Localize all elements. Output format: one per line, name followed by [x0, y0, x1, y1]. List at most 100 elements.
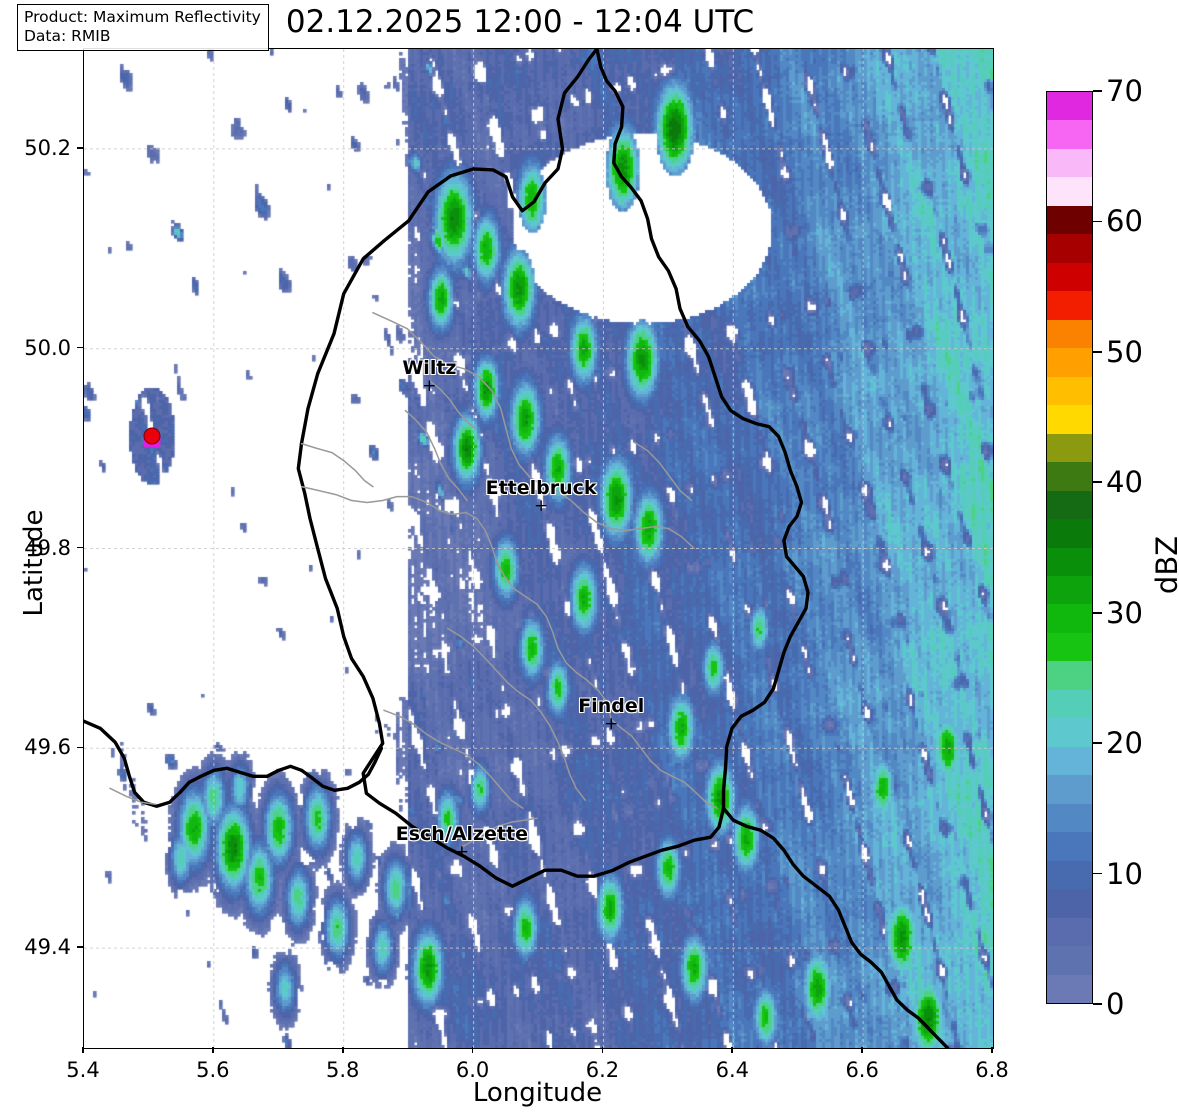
- y-tick-mark: [77, 746, 83, 749]
- internal-boundary-line: [300, 442, 374, 488]
- colorbar-band: [1047, 519, 1092, 548]
- x-tick-label: 6.8: [975, 1058, 1009, 1082]
- internal-boundary-line: [461, 817, 538, 848]
- internal-boundary-line: [540, 483, 696, 550]
- colorbar-band: [1047, 348, 1092, 377]
- colorbar-band: [1047, 632, 1092, 662]
- y-tick-mark: [77, 147, 83, 149]
- colorbar-band: [1047, 889, 1092, 918]
- internal-boundary-line: [446, 627, 586, 801]
- page-title: 02.12.2025 12:00 - 12:04 UTC: [285, 4, 755, 40]
- x-tick-label: 5.8: [326, 1058, 360, 1082]
- y-tick-mark: [77, 546, 83, 549]
- colorbar-band: [1047, 746, 1092, 776]
- colorbar-band: [1047, 319, 1092, 349]
- colorbar-tick-mark: [1093, 90, 1102, 92]
- y-tick-label: 49.8: [24, 535, 71, 560]
- colorbar-tick-mark: [1093, 872, 1102, 875]
- colorbar-band: [1047, 547, 1092, 576]
- x-tick-mark: [991, 1047, 993, 1053]
- colorbar-band: [1047, 262, 1092, 292]
- internal-boundary-line: [372, 311, 542, 486]
- x-tick-label: 6.0: [455, 1058, 490, 1082]
- colorbar-tick-label: 70: [1106, 74, 1143, 108]
- colorbar-band: [1047, 575, 1092, 605]
- x-tick-mark: [82, 1047, 84, 1053]
- colorbar-tick-mark: [1093, 220, 1102, 223]
- x-tick-label: 5.6: [196, 1058, 230, 1082]
- colorbar-tick-label: 60: [1106, 204, 1143, 239]
- colorbar-band: [1047, 433, 1092, 463]
- colorbar-tick-label: 0: [1106, 987, 1125, 1021]
- internal-boundary-line: [404, 409, 468, 502]
- colorbar-band: [1047, 291, 1092, 320]
- y-tick-label: 49.4: [24, 935, 71, 960]
- colorbar-band: [1047, 832, 1092, 861]
- x-tick-mark: [861, 1047, 863, 1053]
- internal-boundary-line: [383, 709, 524, 809]
- x-tick-label: 5.4: [66, 1058, 100, 1082]
- national-border-east: [595, 49, 810, 810]
- x-tick-label: 6.4: [715, 1058, 749, 1082]
- colorbar-tick-label: 10: [1106, 856, 1143, 891]
- national-border-belgium-france: [84, 719, 384, 808]
- national-border-northwest: [299, 49, 599, 446]
- x-tick-label: 6.2: [585, 1058, 620, 1082]
- x-tick-label: 6.6: [845, 1058, 879, 1082]
- colorbar-tick-label: 50: [1106, 334, 1143, 369]
- colorbar-band: [1047, 803, 1092, 833]
- x-tick-mark: [341, 1047, 344, 1053]
- internal-boundary-line: [109, 787, 157, 805]
- national-border-southeast: [721, 806, 950, 1048]
- x-axis-label: Longitude: [472, 1078, 603, 1108]
- colorbar-band: [1047, 718, 1092, 747]
- product-info-box: Product: Maximum Reflectivity Data: RMIB: [17, 4, 269, 51]
- colorbar-band: [1047, 148, 1092, 178]
- y-tick-label: 49.6: [24, 735, 71, 760]
- colorbar-band: [1047, 462, 1092, 491]
- colorbar-band: [1047, 860, 1092, 890]
- x-tick-mark: [601, 1047, 604, 1053]
- colorbar-band: [1047, 405, 1092, 434]
- colorbar-band: [1047, 205, 1092, 235]
- colorbar-tick-mark: [1093, 351, 1102, 353]
- colorbar-band: [1047, 376, 1092, 406]
- colorbar-band: [1047, 120, 1092, 149]
- internal-boundary-line: [428, 379, 476, 430]
- map-vector-overlay: [84, 49, 993, 1048]
- internal-boundary-line: [300, 485, 467, 516]
- internal-boundary-line: [633, 441, 693, 502]
- colorbar-band: [1047, 604, 1092, 633]
- colorbar-band: [1047, 92, 1092, 121]
- colorbar-band: [1047, 946, 1092, 975]
- colorbar-tick-label: 30: [1106, 595, 1143, 630]
- internal-boundary-line: [465, 511, 612, 721]
- x-tick-mark: [731, 1047, 734, 1053]
- map-plot-area[interactable]: Wiltz + Ettelbruck + Findel + Esch/Alzette +: [83, 48, 994, 1049]
- colorbar-band: [1047, 775, 1092, 804]
- colorbar-label: dBZ: [1150, 535, 1179, 595]
- colorbar-tick-mark: [1093, 1003, 1102, 1005]
- y-tick-label: 50.0: [24, 335, 71, 360]
- colorbar-tick-mark: [1093, 742, 1102, 744]
- x-tick-mark: [212, 1047, 214, 1053]
- radar-site-marker[interactable]: [143, 427, 161, 445]
- colorbar-band: [1047, 234, 1092, 263]
- colorbar-tick-label: 40: [1106, 465, 1143, 500]
- y-tick-mark: [77, 346, 83, 349]
- colorbar-band: [1047, 177, 1092, 206]
- y-tick-mark: [77, 946, 83, 948]
- colorbar-tick-mark: [1093, 481, 1102, 484]
- national-border-southwest: [296, 441, 726, 888]
- y-axis-label: Latitude: [19, 509, 49, 617]
- internal-boundary-line: [610, 718, 718, 809]
- x-tick-mark: [471, 1047, 474, 1053]
- colorbar-tick-label: 20: [1106, 726, 1143, 761]
- colorbar[interactable]: [1046, 91, 1093, 1004]
- info-data-line: Data: RMIB: [24, 27, 111, 45]
- y-tick-label: 50.2: [24, 135, 71, 160]
- colorbar-band: [1047, 974, 1092, 1003]
- colorbar-band: [1047, 661, 1092, 690]
- info-product-line: Product: Maximum Reflectivity: [24, 8, 261, 26]
